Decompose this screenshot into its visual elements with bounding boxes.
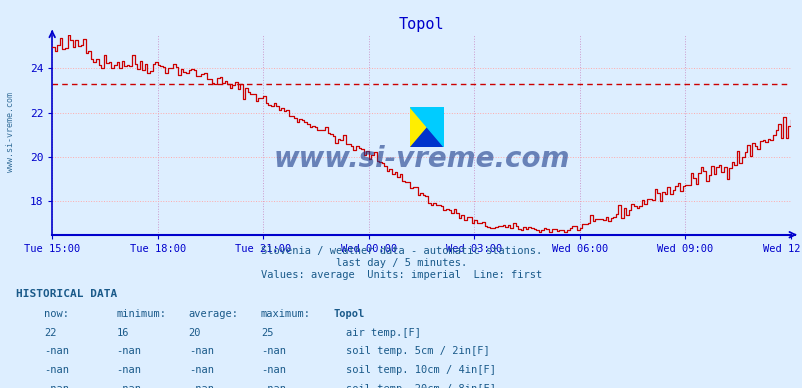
Text: now:: now: xyxy=(44,309,69,319)
Text: 25: 25 xyxy=(261,328,273,338)
Text: -nan: -nan xyxy=(116,365,141,375)
Text: -nan: -nan xyxy=(188,346,213,357)
Text: -nan: -nan xyxy=(44,384,69,388)
Polygon shape xyxy=(410,107,444,147)
Text: soil temp. 5cm / 2in[F]: soil temp. 5cm / 2in[F] xyxy=(346,346,489,357)
Text: air temp.[F]: air temp.[F] xyxy=(346,328,420,338)
Text: www.si-vreme.com: www.si-vreme.com xyxy=(6,92,15,172)
Text: www.si-vreme.com: www.si-vreme.com xyxy=(273,145,569,173)
Text: soil temp. 20cm / 8in[F]: soil temp. 20cm / 8in[F] xyxy=(346,384,496,388)
Text: -nan: -nan xyxy=(44,365,69,375)
Text: HISTORICAL DATA: HISTORICAL DATA xyxy=(16,289,117,299)
Text: -nan: -nan xyxy=(261,384,286,388)
Text: Topol: Topol xyxy=(333,309,364,319)
Text: -nan: -nan xyxy=(116,384,141,388)
Text: -nan: -nan xyxy=(261,346,286,357)
Text: -nan: -nan xyxy=(261,365,286,375)
Text: 16: 16 xyxy=(116,328,129,338)
Text: -nan: -nan xyxy=(116,346,141,357)
Polygon shape xyxy=(410,107,444,147)
Text: Values: average  Units: imperial  Line: first: Values: average Units: imperial Line: fi… xyxy=(261,270,541,280)
Text: 20: 20 xyxy=(188,328,201,338)
Text: maximum:: maximum: xyxy=(261,309,310,319)
Text: last day / 5 minutes.: last day / 5 minutes. xyxy=(335,258,467,268)
Polygon shape xyxy=(410,107,444,147)
Text: 22: 22 xyxy=(44,328,57,338)
Text: Slovenia / weather data - automatic stations.: Slovenia / weather data - automatic stat… xyxy=(261,246,541,256)
Text: soil temp. 10cm / 4in[F]: soil temp. 10cm / 4in[F] xyxy=(346,365,496,375)
Text: minimum:: minimum: xyxy=(116,309,166,319)
Title: Topol: Topol xyxy=(399,17,444,32)
Text: -nan: -nan xyxy=(188,384,213,388)
Text: -nan: -nan xyxy=(44,346,69,357)
Text: -nan: -nan xyxy=(188,365,213,375)
Text: average:: average: xyxy=(188,309,238,319)
